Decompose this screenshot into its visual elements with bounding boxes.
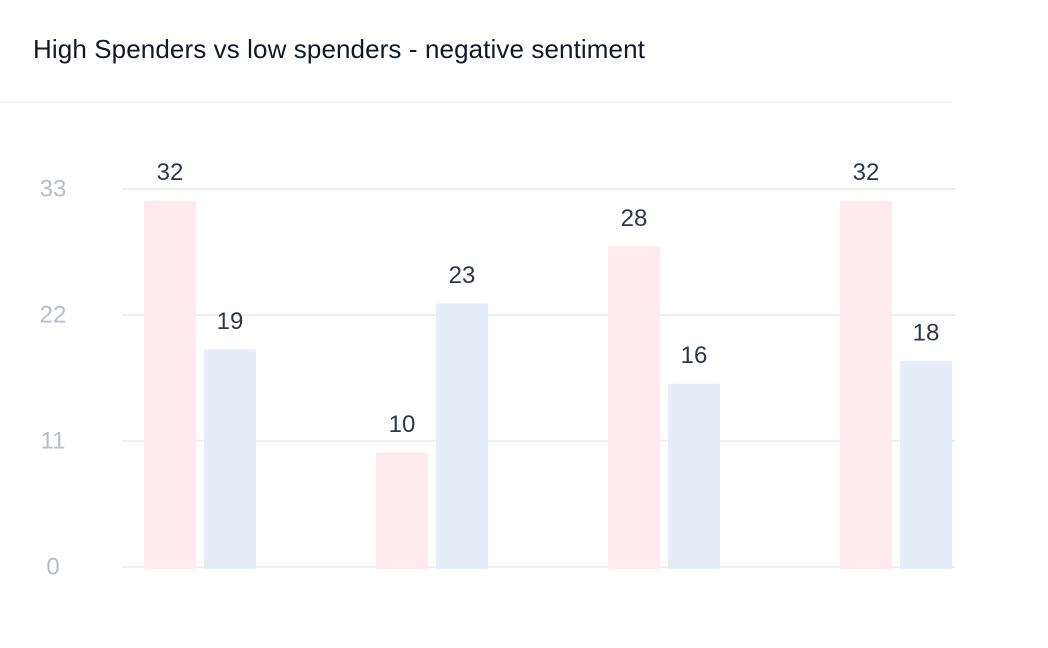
data-label: 16 xyxy=(681,342,708,369)
bar-low-spenders[interactable] xyxy=(668,383,720,569)
bar-high-spenders[interactable] xyxy=(144,200,196,570)
data-label: 32 xyxy=(853,159,880,186)
gridlines xyxy=(122,188,955,568)
chart-title: High Spenders vs low spenders - negative… xyxy=(33,34,645,64)
bar-low-spenders[interactable] xyxy=(900,360,952,569)
bars xyxy=(144,200,952,570)
bar-high-spenders[interactable] xyxy=(376,452,428,569)
bar-low-spenders[interactable] xyxy=(436,303,488,569)
y-tick-label: 0 xyxy=(46,554,59,581)
data-label: 23 xyxy=(449,262,476,289)
bar-high-spenders[interactable] xyxy=(608,246,660,570)
y-tick-label: 33 xyxy=(40,176,67,203)
data-label: 18 xyxy=(913,319,940,346)
data-label: 19 xyxy=(217,308,244,335)
bar-high-spenders[interactable] xyxy=(840,200,892,570)
title-divider xyxy=(0,101,952,103)
data-label: 10 xyxy=(389,411,416,438)
data-label: 28 xyxy=(621,205,648,232)
y-axis-ticks: 0 11 22 33 xyxy=(40,176,67,581)
y-tick-label: 11 xyxy=(41,428,66,455)
data-label: 32 xyxy=(157,159,184,186)
data-labels: 32 10 28 32 19 23 16 18 xyxy=(157,159,940,438)
y-tick-label: 22 xyxy=(40,302,67,329)
bar-low-spenders[interactable] xyxy=(204,349,256,569)
